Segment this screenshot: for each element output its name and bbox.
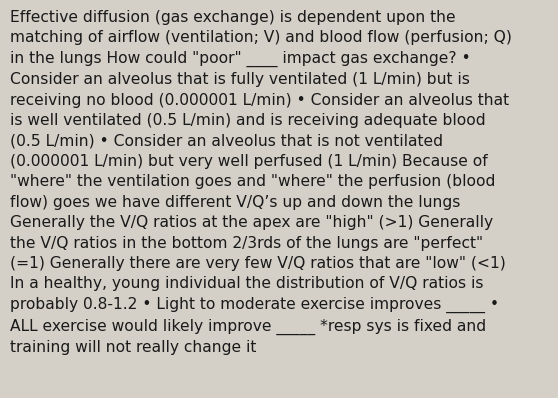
Text: Effective diffusion (gas exchange) is dependent upon the
matching of airflow (ve: Effective diffusion (gas exchange) is de…: [10, 10, 512, 355]
